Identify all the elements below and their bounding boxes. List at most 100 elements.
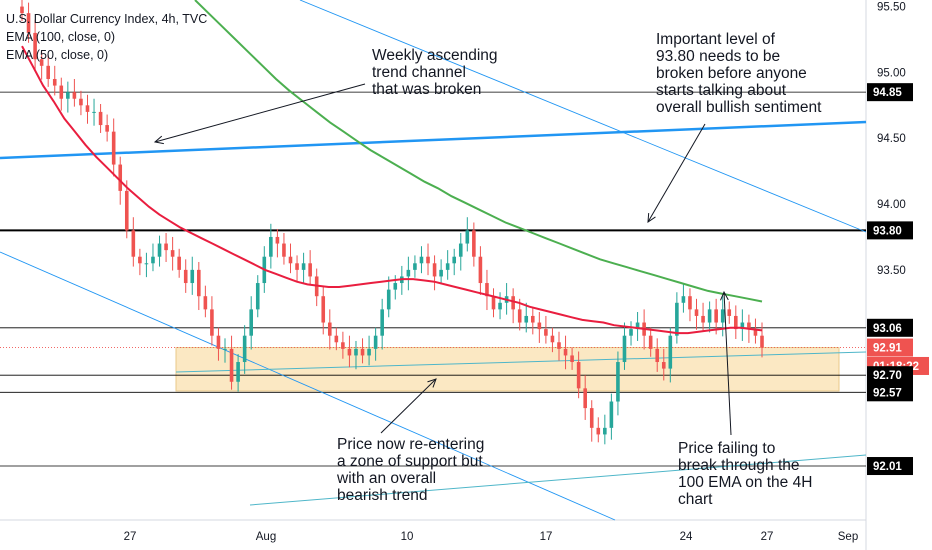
candle-body — [295, 263, 299, 270]
candle-body — [406, 269, 411, 277]
candle-body — [124, 190, 129, 231]
candle-body — [557, 342, 561, 349]
candle-body — [249, 309, 254, 336]
candle-body — [131, 230, 136, 257]
candle-body — [760, 335, 764, 348]
candle-body — [544, 329, 548, 336]
x-tick-label: 24 — [680, 531, 693, 543]
candle-body — [39, 59, 44, 66]
descending-trendline-upper[interactable] — [299, 0, 867, 233]
candle-body — [360, 348, 365, 356]
y-tick-label: 94.50 — [877, 133, 906, 145]
candle-body — [111, 131, 116, 165]
candle-body — [26, 13, 31, 33]
arrow-important-level — [647, 123, 706, 223]
ema50-line[interactable] — [21, 45, 763, 335]
price-tag-label: 92.57 — [873, 387, 902, 399]
candle-body — [190, 269, 195, 284]
arrow-trend-channel — [154, 83, 366, 143]
price-tag — [867, 383, 913, 402]
candle-body — [596, 427, 601, 435]
price-tag-label: 94.85 — [873, 87, 902, 99]
candle-body — [675, 302, 679, 336]
candle-body — [46, 65, 50, 79]
candle-body — [216, 335, 221, 349]
candle-body — [524, 315, 529, 323]
x-tick-label: Aug — [256, 531, 276, 543]
price-tag — [867, 338, 913, 357]
candle-body — [517, 309, 522, 323]
candle-body — [576, 362, 581, 389]
candle-body — [485, 283, 489, 297]
arrow-support-zone-head — [427, 378, 437, 388]
candle-body — [321, 296, 326, 323]
candle-body — [236, 362, 240, 382]
candle-body — [98, 111, 103, 126]
candle-body — [622, 335, 627, 363]
candle-body — [747, 322, 751, 330]
candle-body — [655, 348, 660, 363]
candle-body — [242, 335, 247, 363]
candle-body — [282, 243, 286, 257]
candle-body — [177, 256, 181, 270]
ema100-legend: EMA (100, close, 0) — [6, 30, 116, 44]
candle-body — [66, 92, 70, 99]
candle-body — [118, 164, 123, 191]
candle-body — [275, 236, 280, 244]
plot-area — [0, 0, 866, 520]
lower-support-trendline[interactable] — [249, 454, 867, 506]
candle-body — [720, 309, 725, 323]
candle-body — [583, 388, 587, 409]
candle-body — [105, 125, 109, 132]
ema100-line[interactable] — [194, 0, 763, 303]
candle-body — [537, 322, 542, 330]
y-tick-label: 95.50 — [877, 2, 906, 14]
candle-body — [393, 283, 398, 290]
candle-body — [734, 315, 738, 330]
candle-body — [347, 348, 352, 356]
y-tick-label: 95.00 — [877, 67, 906, 79]
candle-body — [478, 256, 483, 284]
annotation-support-zone: Price now re-entering a zone of support … — [337, 436, 485, 504]
candle-body — [616, 362, 620, 402]
candle-body — [197, 269, 201, 297]
price-tag — [867, 366, 913, 385]
candle-body — [229, 348, 234, 382]
candle-body — [288, 256, 293, 264]
x-tick-label: Sep — [838, 531, 858, 543]
candle-body — [563, 348, 568, 356]
support-trendline[interactable] — [175, 351, 867, 373]
arrow-trend-channel-head — [153, 135, 164, 145]
candle-body — [183, 269, 188, 284]
annotation-ema-rejection: Price failing to break through the 100 E… — [678, 440, 813, 508]
candle-body — [59, 85, 64, 99]
candle-body — [92, 111, 96, 113]
arrow-support-zone — [380, 378, 437, 434]
candle-body — [151, 256, 155, 264]
candle-body — [380, 309, 384, 336]
ascending-channel-line[interactable] — [0, 120, 867, 160]
candle-body — [511, 296, 515, 310]
candle-body — [668, 335, 673, 369]
candle-body — [714, 309, 718, 323]
x-tick-label: 27 — [124, 531, 137, 543]
candle-body — [661, 362, 666, 369]
candle-body — [498, 302, 502, 310]
candle-body — [753, 329, 758, 336]
candle-body — [386, 289, 391, 310]
candle-body — [413, 263, 417, 270]
candle-body — [327, 322, 332, 336]
price-tag — [867, 221, 913, 240]
candle-body — [341, 342, 345, 349]
price-tag — [867, 318, 913, 337]
chart-legend: U.S. Dollar Currency Index, 4h, TVC EMA … — [6, 10, 207, 64]
candle-body — [609, 401, 614, 428]
candle-body — [648, 335, 653, 349]
descending-trendline-lower[interactable] — [0, 251, 616, 521]
candle-body — [550, 335, 555, 343]
candle-body — [85, 105, 90, 112]
candle-body — [740, 322, 745, 330]
x-tick-label: 17 — [540, 531, 553, 543]
candle-body — [445, 263, 450, 270]
